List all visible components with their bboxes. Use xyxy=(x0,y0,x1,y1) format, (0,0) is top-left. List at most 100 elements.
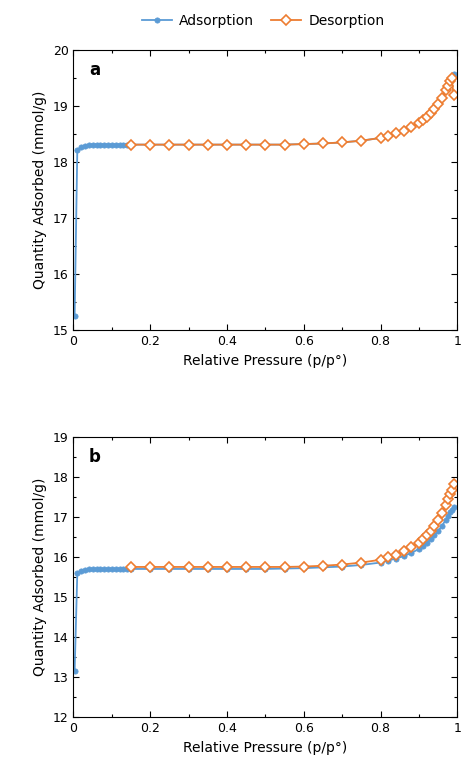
Adsorption xyxy=(124,565,130,574)
Desorption xyxy=(339,560,345,569)
Desorption xyxy=(409,543,414,552)
Desorption xyxy=(320,561,326,571)
Adsorption xyxy=(420,115,426,124)
Desorption xyxy=(128,140,134,150)
Adsorption xyxy=(263,140,268,150)
Adsorption xyxy=(117,565,122,574)
Adsorption xyxy=(409,548,414,558)
Desorption xyxy=(205,140,210,150)
Adsorption xyxy=(117,140,122,150)
Legend: Adsorption, Desorption: Adsorption, Desorption xyxy=(136,8,390,34)
Adsorption xyxy=(320,139,326,148)
Desorption xyxy=(378,133,383,143)
Desorption xyxy=(428,109,433,118)
Adsorption xyxy=(409,123,414,132)
Y-axis label: Quantity Adsorbed (mmol/g): Quantity Adsorbed (mmol/g) xyxy=(33,91,47,289)
Adsorption xyxy=(263,565,268,574)
Desorption xyxy=(393,129,399,138)
Adsorption xyxy=(447,508,453,517)
Adsorption xyxy=(224,140,230,150)
Desorption xyxy=(263,562,268,571)
Line: Adsorption: Adsorption xyxy=(72,71,456,318)
Desorption xyxy=(445,494,451,503)
Adsorption xyxy=(416,545,422,554)
Adsorption xyxy=(428,535,433,544)
Adsorption xyxy=(90,140,95,150)
Desorption xyxy=(263,140,268,150)
Adsorption xyxy=(439,521,445,530)
Desorption xyxy=(439,94,445,103)
Desorption xyxy=(416,118,422,127)
Desorption xyxy=(385,131,391,140)
Adsorption xyxy=(358,561,364,570)
Desorption xyxy=(447,489,453,499)
Adsorption xyxy=(74,146,80,155)
Desorption xyxy=(378,555,383,565)
Desorption xyxy=(166,140,172,150)
Adsorption xyxy=(109,565,115,574)
Desorption xyxy=(358,558,364,567)
Desorption xyxy=(401,126,407,135)
Desorption xyxy=(420,115,426,124)
Adsorption xyxy=(120,140,126,150)
Adsorption xyxy=(443,515,449,525)
Adsorption xyxy=(120,565,126,574)
Desorption xyxy=(358,136,364,145)
Desorption xyxy=(449,485,455,494)
Desorption xyxy=(282,562,287,571)
Desorption xyxy=(431,104,437,114)
Adsorption xyxy=(205,565,210,574)
Desorption xyxy=(147,562,153,571)
Desorption xyxy=(451,90,456,99)
Adsorption xyxy=(393,129,399,138)
Desorption xyxy=(424,113,429,122)
Desorption xyxy=(243,140,249,150)
Adsorption xyxy=(445,512,451,521)
Adsorption xyxy=(90,565,95,574)
Adsorption xyxy=(451,69,456,78)
Adsorption xyxy=(109,140,115,150)
Y-axis label: Quantity Adsorbed (mmol/g): Quantity Adsorbed (mmol/g) xyxy=(33,478,47,676)
Adsorption xyxy=(401,551,407,561)
Adsorption xyxy=(147,140,153,150)
Desorption xyxy=(385,553,391,562)
Adsorption xyxy=(105,140,111,150)
Desorption xyxy=(435,100,441,109)
Adsorption xyxy=(128,565,134,574)
Desorption xyxy=(431,521,437,530)
Desorption xyxy=(282,140,287,150)
Adsorption xyxy=(449,505,455,514)
Adsorption xyxy=(166,565,172,574)
Adsorption xyxy=(243,140,249,150)
Desorption xyxy=(409,123,414,132)
Adsorption xyxy=(128,140,134,150)
Adsorption xyxy=(82,565,88,574)
Adsorption xyxy=(435,526,441,535)
Adsorption xyxy=(101,140,107,150)
Adsorption xyxy=(224,565,230,574)
Adsorption xyxy=(449,74,455,83)
Adsorption xyxy=(424,113,429,122)
Desorption xyxy=(401,547,407,556)
Adsorption xyxy=(166,140,172,150)
Adsorption xyxy=(320,563,326,572)
Adsorption xyxy=(72,311,77,321)
Desorption xyxy=(443,86,449,95)
Adsorption xyxy=(424,538,429,548)
Adsorption xyxy=(445,81,451,91)
Adsorption xyxy=(447,77,453,86)
Desorption xyxy=(451,479,456,489)
Adsorption xyxy=(385,556,391,565)
Adsorption xyxy=(94,140,100,150)
Desorption xyxy=(147,140,153,150)
X-axis label: Relative Pressure (p/p°): Relative Pressure (p/p°) xyxy=(183,354,347,367)
Adsorption xyxy=(72,667,77,676)
X-axis label: Relative Pressure (p/p°): Relative Pressure (p/p°) xyxy=(183,741,347,755)
Adsorption xyxy=(282,140,287,150)
Adsorption xyxy=(82,141,88,150)
Line: Adsorption: Adsorption xyxy=(72,504,456,673)
Adsorption xyxy=(435,100,441,109)
Adsorption xyxy=(301,564,307,573)
Adsorption xyxy=(186,565,191,574)
Adsorption xyxy=(431,531,437,540)
